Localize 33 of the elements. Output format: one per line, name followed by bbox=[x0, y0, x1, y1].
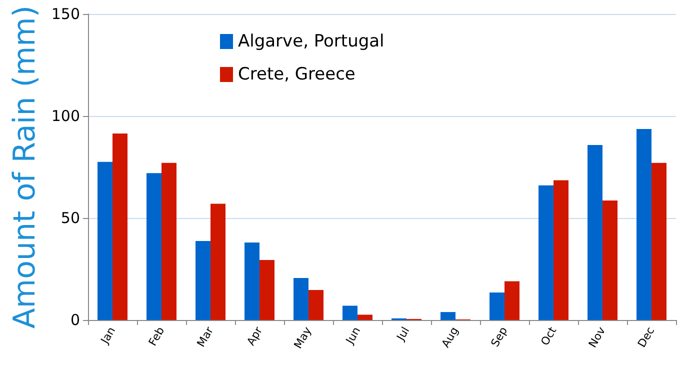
bar bbox=[588, 144, 602, 320]
bar bbox=[652, 162, 666, 320]
x-tick-label: Jul bbox=[394, 324, 412, 344]
bar bbox=[112, 134, 128, 320]
bar bbox=[342, 306, 358, 320]
bar bbox=[98, 162, 112, 320]
bar bbox=[244, 242, 260, 320]
bar bbox=[602, 200, 618, 320]
bar bbox=[358, 314, 372, 320]
bar bbox=[308, 290, 324, 320]
y-tick-label: 50 bbox=[60, 209, 80, 227]
legend-label: Crete, Greece bbox=[238, 64, 356, 84]
x-tick-label: Jun bbox=[342, 324, 364, 347]
bar bbox=[196, 241, 210, 320]
bar bbox=[490, 292, 504, 320]
x-tick-label: Feb bbox=[146, 324, 168, 348]
bar bbox=[260, 260, 274, 320]
bar bbox=[636, 129, 652, 320]
legend-label: Algarve, Portugal bbox=[238, 32, 384, 52]
y-tick-label: 100 bbox=[51, 107, 80, 125]
bar bbox=[162, 162, 176, 320]
bar bbox=[440, 312, 456, 320]
x-tick-label: Oct bbox=[538, 324, 560, 348]
bar bbox=[146, 173, 162, 320]
bar bbox=[294, 278, 308, 320]
bar bbox=[554, 180, 568, 320]
bar bbox=[538, 185, 554, 320]
y-axis-title: Amount of Rain (mm) bbox=[8, 5, 42, 329]
y-tick-label: 150 bbox=[51, 5, 80, 23]
y-tick-label: 0 bbox=[70, 311, 80, 329]
x-tick-label: Jan bbox=[98, 324, 118, 347]
bar bbox=[504, 281, 520, 320]
bar bbox=[210, 204, 226, 320]
